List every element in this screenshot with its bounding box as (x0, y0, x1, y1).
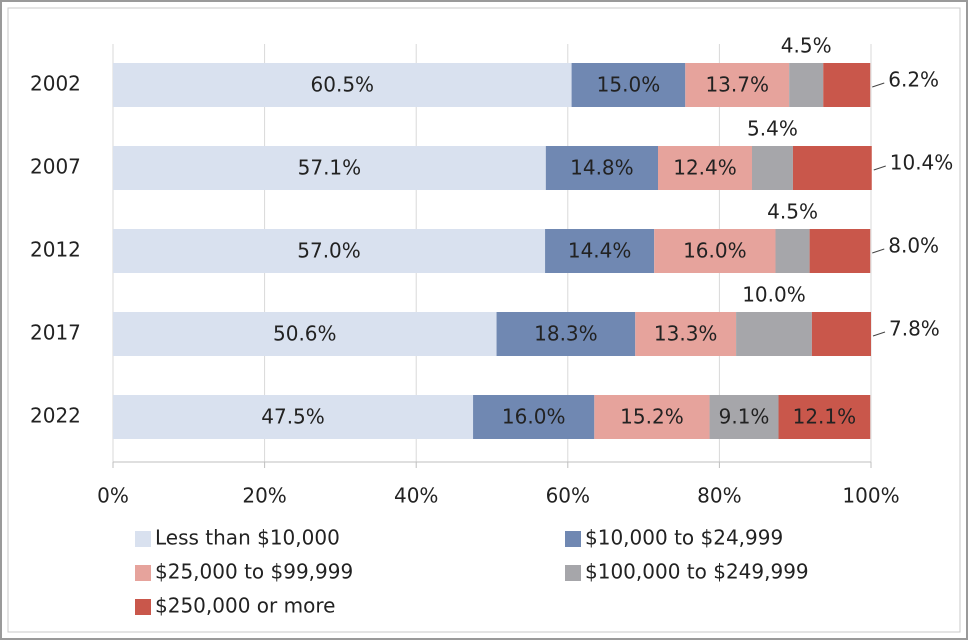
bar-segment (809, 229, 871, 273)
bar-segment (113, 395, 474, 439)
bar-segment (113, 146, 546, 190)
data-label: 4.5% (781, 34, 832, 58)
data-label: 8.0% (888, 234, 939, 258)
data-label: 12.4% (673, 156, 737, 180)
legend-swatch (565, 531, 581, 547)
x-tick-label: 20% (242, 484, 286, 508)
bar-segment (792, 146, 872, 190)
legend-label: $25,000 to $99,999 (155, 560, 353, 584)
y-tick-label: 2012 (30, 238, 81, 262)
leader-line (872, 248, 885, 254)
bar-segment (751, 146, 793, 190)
data-label: 7.8% (889, 317, 940, 341)
bar-segment (811, 312, 871, 356)
data-label: 13.7% (705, 73, 769, 97)
bar-segment (113, 63, 572, 107)
bar-segment (594, 395, 710, 439)
y-tick-label: 2017 (30, 321, 81, 345)
bar-segment (571, 63, 686, 107)
bar-segment (709, 395, 779, 439)
x-tick-label: 100% (842, 484, 899, 508)
y-tick-label: 2022 (30, 404, 81, 428)
data-label: 60.5% (311, 73, 375, 97)
data-label: 18.3% (534, 322, 598, 346)
x-tick-label: 60% (546, 484, 590, 508)
data-label: 14.4% (568, 239, 632, 263)
data-label: 50.6% (273, 322, 337, 346)
data-label: 9.1% (719, 405, 770, 429)
data-label: 13.3% (654, 322, 718, 346)
data-label: 12.1% (793, 405, 857, 429)
data-label: 15.2% (620, 405, 684, 429)
x-tick-label: 80% (697, 484, 741, 508)
bar-segment (113, 312, 497, 356)
data-label: 57.0% (297, 239, 361, 263)
data-label: 15.0% (597, 73, 661, 97)
bar-segment (658, 146, 752, 190)
y-tick-label: 2002 (30, 72, 81, 96)
leader-line (872, 331, 886, 337)
data-label: 10.0% (742, 283, 806, 307)
bar-segment (823, 63, 871, 107)
data-label: 47.5% (261, 405, 325, 429)
bar-segment (545, 146, 659, 190)
legend-swatch (135, 531, 151, 547)
bar-segment (778, 395, 871, 439)
legend-label: $250,000 or more (155, 594, 335, 618)
data-label: 16.0% (502, 405, 566, 429)
data-label: 4.5% (767, 200, 818, 224)
data-label: 16.0% (683, 239, 747, 263)
bar-segment (496, 312, 636, 356)
data-label: 6.2% (888, 68, 939, 92)
data-label: 5.4% (747, 117, 798, 141)
y-tick-label: 2007 (30, 155, 81, 179)
legend-label: $100,000 to $249,999 (585, 560, 809, 584)
bar-segment (736, 312, 812, 356)
x-tick-label: 0% (97, 484, 129, 508)
bar-segment (635, 312, 737, 356)
bar-segment (545, 229, 655, 273)
bar-segment (789, 63, 824, 107)
bar-segment (654, 229, 776, 273)
bar-segment (685, 63, 790, 107)
bar-segment (473, 395, 595, 439)
leader-line (873, 165, 886, 171)
legend-swatch (135, 565, 151, 581)
legend-label: $10,000 to $24,999 (585, 526, 783, 550)
data-label: 10.4% (890, 151, 954, 175)
bar-segment (775, 229, 810, 273)
data-label: 57.1% (298, 156, 362, 180)
legend-label: Less than $10,000 (155, 526, 340, 550)
x-tick-label: 40% (394, 484, 438, 508)
data-label: 14.8% (570, 156, 634, 180)
leader-line (872, 82, 885, 88)
legend-swatch (135, 599, 151, 615)
legend-swatch (565, 565, 581, 581)
bar-segment (113, 229, 546, 273)
